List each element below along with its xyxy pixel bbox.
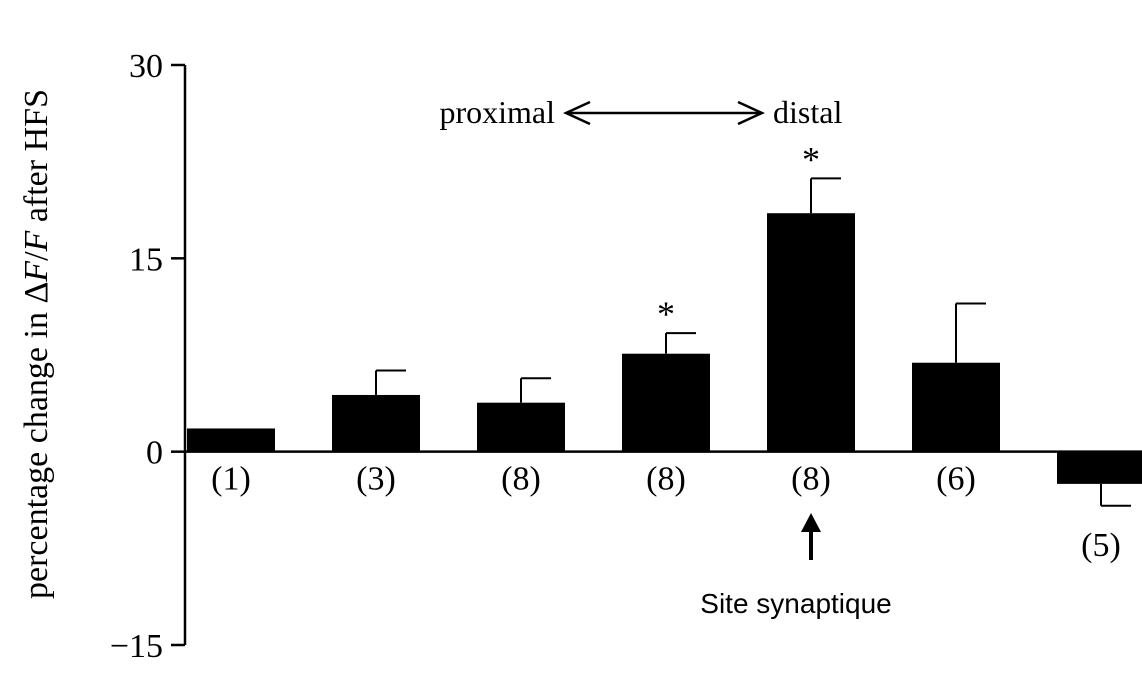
double-arrow-icon [562, 100, 766, 126]
category-label: (8) [501, 461, 541, 498]
category-label: (8) [791, 461, 831, 498]
bar [1057, 451, 1142, 484]
bar [187, 428, 275, 452]
annotations: proximal distal Site synaptique [439, 94, 891, 619]
y-tick-label: −15 [110, 628, 163, 665]
y-axis-label-part: F [18, 229, 55, 252]
distal-label: distal [773, 94, 842, 130]
y-tick-label: 30 [129, 48, 163, 85]
significance-marker: * [802, 139, 820, 179]
category-label: (3) [356, 461, 396, 498]
proximal-label: proximal [439, 94, 555, 130]
y-axis-label-part: / [18, 251, 55, 261]
bar [477, 402, 565, 452]
synaptic-site-label: Site synaptique [700, 588, 891, 619]
category-label: (8) [646, 461, 686, 498]
bars: (1) (3) (8) * (8) * (8) (6) (5) [187, 139, 1142, 564]
category-label: (1) [211, 461, 251, 498]
arrow-head [801, 513, 821, 532]
bar [912, 362, 1000, 452]
y-axis-label-part: after HFS [18, 89, 55, 231]
bar [332, 394, 420, 452]
y-tick-label: 15 [129, 241, 163, 278]
category-label: (5) [1081, 527, 1121, 564]
bar [767, 213, 855, 452]
y-axis-label-part: F [18, 260, 55, 283]
y-axis-label-part: percentage change in Δ [18, 282, 55, 599]
arrow-up-icon [801, 513, 821, 560]
bar [622, 353, 710, 452]
significance-marker: * [657, 294, 675, 334]
svg-text:percentage change in ΔF/F afte: percentage change in ΔF/F after HFS [18, 89, 55, 599]
category-label: (6) [936, 461, 976, 498]
y-tick-label: 0 [146, 435, 163, 472]
y-axis-label: percentage change in ΔF/F after HFS [18, 89, 55, 599]
